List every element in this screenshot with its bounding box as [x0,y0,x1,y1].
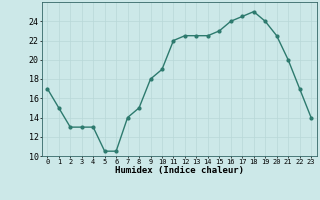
X-axis label: Humidex (Indice chaleur): Humidex (Indice chaleur) [115,166,244,175]
